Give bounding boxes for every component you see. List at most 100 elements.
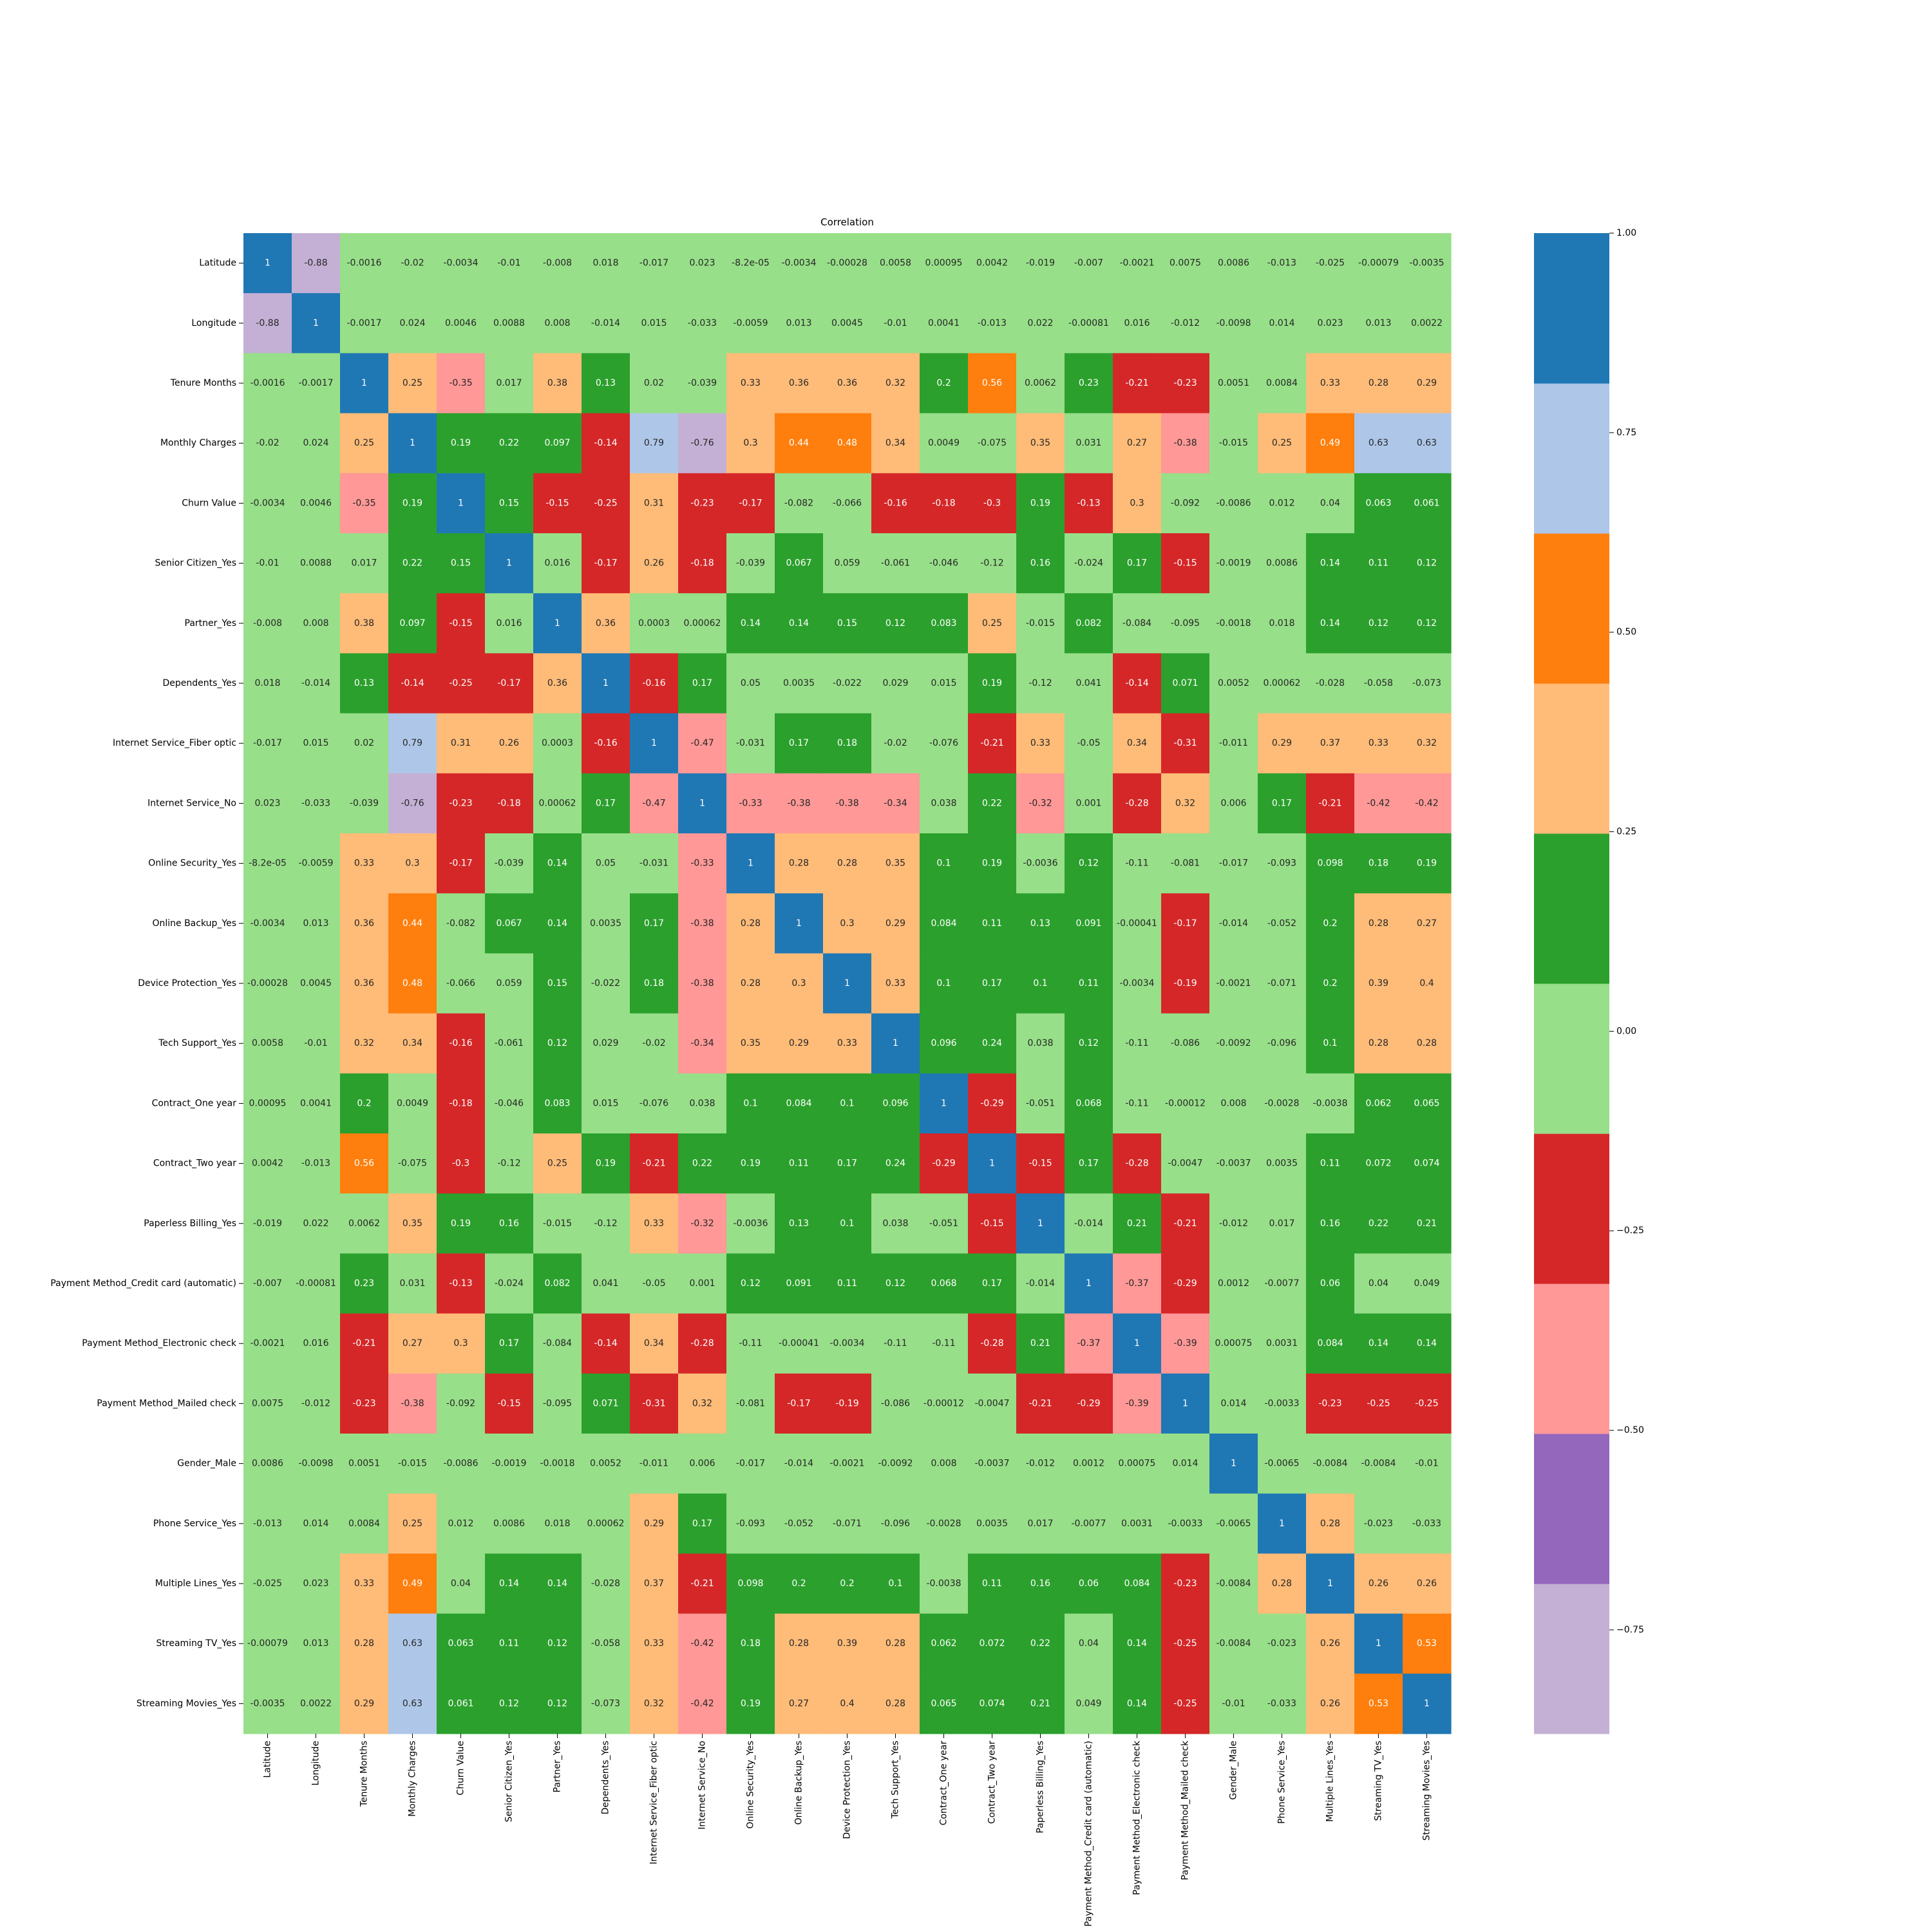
heatmap-cell: [726, 533, 775, 594]
heatmap-cell-value: -0.19: [1173, 978, 1197, 989]
heatmap-cell: [1113, 833, 1162, 894]
heatmap-cell: [823, 1553, 872, 1615]
heatmap-cell-value: -0.00079: [1358, 258, 1399, 269]
heatmap-cell: [823, 713, 872, 774]
heatmap-cell-labels: 1 -0.88 -0.0016 -0.02 -0.0034 -0.01 -0.008 0.01…: [247, 258, 1444, 1709]
heatmap-cell: [1113, 1133, 1162, 1194]
heatmap-cell-value: 0.091: [1075, 918, 1101, 929]
heatmap-cell-value: 0.2: [840, 1578, 854, 1589]
heatmap-cell: [1016, 1193, 1065, 1254]
heatmap-cell-value: 0.36: [837, 378, 857, 388]
heatmap-cell: [1258, 413, 1307, 474]
heatmap-cell: [582, 1613, 630, 1674]
heatmap-cell: [1161, 713, 1210, 774]
heatmap-cell: [292, 653, 341, 714]
heatmap-cell: [1016, 653, 1065, 714]
heatmap-cell: [533, 1493, 582, 1554]
heatmap-cell-value: 0.24: [886, 1159, 905, 1169]
heatmap-cell: [1161, 1133, 1210, 1194]
heatmap-cell-value: 0.12: [886, 1278, 905, 1289]
heatmap-cell: [1306, 713, 1355, 774]
heatmap-cell: [292, 833, 341, 894]
heatmap-cell: [292, 1613, 341, 1674]
heatmap-cell: [678, 653, 727, 714]
heatmap-cell: [437, 1193, 486, 1254]
heatmap-cell: [871, 1613, 920, 1674]
heatmap-cell-value: 0.34: [886, 438, 905, 448]
heatmap-cell-value: -0.31: [1173, 738, 1197, 748]
heatmap-cell-value: -0.092: [446, 1398, 475, 1408]
heatmap-cell-value: 0.013: [786, 318, 811, 328]
heatmap-cell: [871, 1253, 920, 1314]
heatmap-cell: [678, 1673, 727, 1734]
heatmap-cell-value: -0.0028: [926, 1519, 961, 1529]
heatmap-cell: [1403, 713, 1452, 774]
heatmap-cell: [678, 533, 727, 594]
heatmap-cell: [1209, 1613, 1258, 1674]
y-tick-label: Latitude: [199, 258, 236, 269]
heatmap-cell-value: 0.015: [592, 1098, 618, 1108]
heatmap-cell: [1161, 1313, 1210, 1374]
heatmap-cell: [533, 653, 582, 714]
heatmap-cell: [1258, 473, 1307, 534]
heatmap-cell-value: 0.63: [1417, 438, 1437, 448]
heatmap-cell-value: -0.12: [980, 558, 1003, 569]
heatmap-cell: [775, 293, 824, 354]
heatmap-cell: [533, 1613, 582, 1674]
heatmap-cell: [1403, 1193, 1452, 1254]
heatmap-cell-value: 0.018: [254, 678, 280, 688]
heatmap-cell: [726, 953, 775, 1014]
heatmap-cell-value: -0.061: [881, 558, 910, 569]
heatmap-cell-value: 0.12: [1368, 618, 1388, 629]
heatmap-cell-value: -0.0019: [1216, 558, 1251, 569]
heatmap-cell: [775, 1133, 824, 1194]
heatmap-cell: [1065, 353, 1113, 414]
heatmap-cell-value: -0.0035: [1409, 258, 1444, 269]
heatmap-cell-value: 0.0084: [348, 1519, 380, 1529]
heatmap-cell: [1016, 1613, 1065, 1674]
heatmap-cell: [582, 233, 630, 294]
heatmap-cell: [678, 1493, 727, 1554]
heatmap-cell: [340, 1133, 389, 1194]
heatmap-cell: [823, 1193, 872, 1254]
heatmap-cell-value: -0.017: [639, 258, 668, 269]
heatmap-cell-value: -0.39: [1173, 1338, 1197, 1349]
heatmap-cell: [582, 773, 630, 834]
heatmap-cell-value: -0.017: [1219, 858, 1248, 869]
heatmap-cell-value: 0.39: [1368, 978, 1388, 989]
heatmap-cell-value: 0.031: [1075, 438, 1101, 448]
heatmap-cell-value: 0.082: [1075, 618, 1101, 629]
heatmap-cell-value: 0.22: [499, 438, 519, 448]
heatmap-cell: [1403, 1313, 1452, 1374]
heatmap-cell: [1354, 1613, 1403, 1674]
heatmap-cell: [920, 1073, 969, 1134]
heatmap-cell-value: -0.013: [978, 318, 1007, 328]
heatmap-cell: [1161, 353, 1210, 414]
heatmap-cell: [243, 233, 292, 294]
y-tick-label: Tenure Months: [170, 378, 236, 388]
heatmap-cell-value: 0.13: [789, 1218, 809, 1229]
heatmap-cell-value: 0.014: [1220, 1398, 1246, 1408]
heatmap-cell: [243, 1133, 292, 1194]
heatmap-cell-value: 0.1: [936, 858, 951, 869]
heatmap-cell: [1209, 413, 1258, 474]
heatmap-cell: [533, 413, 582, 474]
heatmap-cell-value: -0.095: [1171, 618, 1200, 629]
heatmap-cell-value: -0.34: [884, 798, 907, 808]
heatmap-cell-value: -0.014: [301, 678, 330, 688]
heatmap-cell: [388, 1613, 437, 1674]
y-tick-label: Contract_Two year: [153, 1159, 236, 1169]
heatmap-cell: [388, 473, 437, 534]
heatmap-cell: [1403, 293, 1452, 354]
heatmap-cell: [920, 1133, 969, 1194]
heatmap-cell: [775, 593, 824, 654]
heatmap-cell-value: 0.12: [1079, 858, 1099, 869]
x-tick-label: Online Backup_Yes: [794, 1741, 804, 1825]
x-tick-label: Streaming Movies_Yes: [1422, 1741, 1432, 1841]
colorbar-tick-label: −0.50: [1616, 1425, 1644, 1435]
heatmap-cell: [340, 1493, 389, 1554]
heatmap-cell-value: -0.084: [543, 1338, 572, 1349]
heatmap-cell-value: 0.22: [1030, 1638, 1050, 1649]
heatmap-cell-value: -0.082: [446, 918, 475, 929]
heatmap-cell-value: 0.19: [596, 1159, 616, 1169]
